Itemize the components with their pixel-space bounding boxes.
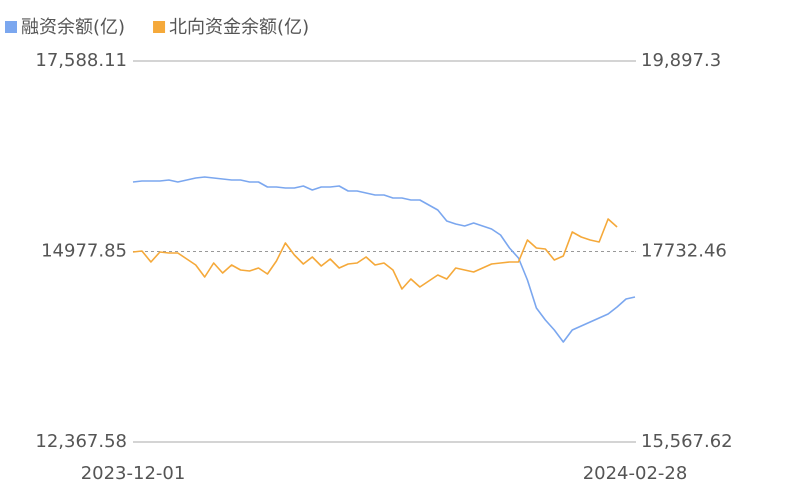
legend-swatch <box>153 21 166 33</box>
x-tick-label: 2024-02-28 <box>583 463 688 484</box>
legend-swatch <box>5 21 17 33</box>
line-series <box>132 218 618 290</box>
y-tick-label: 12,367.58 <box>35 431 127 452</box>
line-series <box>132 176 636 343</box>
y-tick-label: 14977.85 <box>41 240 127 261</box>
y2-tick-label: 15,567.62 <box>641 431 733 452</box>
legend-label: 融资余额(亿) <box>21 17 125 38</box>
legend-label: 北向资金余额(亿) <box>169 17 309 38</box>
x-tick-label: 2023-12-01 <box>81 463 186 484</box>
y2-tick-label: 17732.46 <box>641 241 727 262</box>
y-tick-label: 17,588.11 <box>35 50 127 71</box>
y2-tick-label: 19,897.3 <box>641 50 721 71</box>
